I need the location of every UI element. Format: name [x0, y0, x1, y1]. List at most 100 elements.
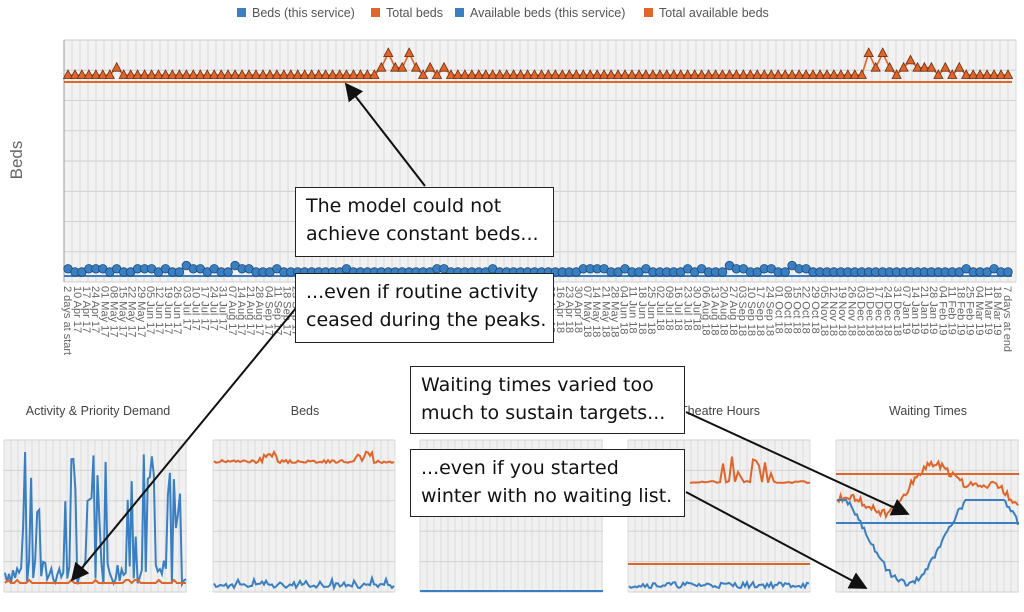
- total-beds-point: [626, 69, 638, 79]
- x-tick-label: 07 Aug 17: [226, 286, 238, 336]
- x-tick-label: 11 Mar 19: [982, 286, 994, 335]
- x-tick-label: 11 Feb 19: [946, 286, 958, 335]
- x-tick-label: 16 Jul 18: [672, 286, 684, 331]
- total-beds-point: [369, 69, 380, 79]
- total-beds-point: [752, 69, 763, 79]
- total-beds-point: [487, 69, 498, 79]
- x-tick-label: 03 Jul 17: [180, 286, 192, 331]
- x-tick-label: 05 Nov 18: [818, 286, 830, 336]
- total-beds-point: [612, 69, 624, 79]
- x-tick-label: 26 Nov 18: [845, 286, 857, 336]
- activity-demand-blue-line: [4, 451, 187, 588]
- total-beds-point: [153, 69, 164, 79]
- total-beds-point: [640, 69, 652, 79]
- total-beds-point: [821, 69, 833, 79]
- arrow-to-activity: [70, 307, 297, 582]
- x-tick-label: 04 Jun 18: [618, 286, 630, 334]
- x-tick-label: 14 May 18: [590, 286, 602, 337]
- x-tick-label: 17 Sep 18: [754, 286, 766, 336]
- total-beds-point: [661, 69, 672, 79]
- total-beds-point: [814, 69, 826, 79]
- x-tick-label: 24 Sep 18: [763, 286, 775, 336]
- total-beds-point: [236, 69, 248, 79]
- callout-waiting-varied: Waiting times varied too much to sustain…: [410, 366, 685, 434]
- callout-3-line-2: much to sustain targets...: [421, 402, 666, 424]
- total-beds-point: [598, 69, 610, 79]
- total-beds-point: [229, 69, 241, 79]
- callout-no-waiting-list: ...even if you started winter with no wa…: [410, 449, 685, 517]
- x-tick-label: 30 Jul 18: [690, 286, 702, 331]
- total-beds-point: [891, 69, 902, 79]
- total-beds-point: [835, 69, 847, 79]
- total-beds-point: [445, 69, 457, 79]
- x-tick-label: 25 Feb 19: [964, 286, 976, 336]
- beds-service-point: [174, 267, 185, 277]
- total-beds-point: [515, 69, 526, 79]
- x-tick-label: 21 Aug 17: [244, 286, 256, 336]
- x-tick-label: 15 May 17: [117, 286, 129, 337]
- x-tick-label: 13 Aug 18: [709, 286, 721, 336]
- total-beds-point: [132, 69, 143, 79]
- total-beds-point: [745, 69, 756, 79]
- x-tick-label: 08 May 17: [107, 286, 119, 337]
- waiting-orange-line: [836, 459, 1019, 520]
- total-beds-point: [654, 69, 666, 79]
- x-tick-label: 07 May 18: [581, 286, 593, 337]
- panel-title-activity: Activity & Priority Demand: [26, 404, 171, 418]
- total-beds-point: [501, 69, 512, 79]
- callout-2-line-2: ceased during the peaks.: [306, 309, 547, 331]
- total-beds-point: [995, 69, 1007, 79]
- total-beds-point: [480, 69, 491, 79]
- total-beds-point: [522, 69, 533, 79]
- total-beds-point: [216, 69, 227, 79]
- total-beds-point: [424, 61, 436, 72]
- x-tick-label: 10 Apr 17: [71, 286, 83, 333]
- total-beds-point: [508, 69, 519, 79]
- total-beds-point: [264, 69, 276, 79]
- total-beds-point: [202, 69, 213, 79]
- panel-grid-beds: [212, 439, 396, 593]
- total-beds-point: [222, 69, 234, 79]
- total-beds-point: [682, 69, 693, 79]
- total-beds-point: [710, 69, 721, 79]
- x-tick-label: 05 Jun 17: [144, 286, 156, 334]
- x-tick-label: 30 Apr 18: [572, 286, 584, 333]
- total-beds-point: [209, 69, 220, 79]
- x-tick-label: 01 May 17: [98, 286, 110, 337]
- total-beds-point: [306, 69, 317, 79]
- total-beds-point: [550, 69, 561, 79]
- total-beds-point: [174, 69, 185, 79]
- total-beds-point: [557, 69, 568, 79]
- total-beds-point: [884, 61, 895, 72]
- callout-2-line-1: ...even if routine activity: [306, 281, 539, 303]
- total-beds-point: [898, 61, 909, 72]
- total-beds-point: [292, 69, 303, 79]
- total-beds-point: [800, 69, 812, 79]
- total-beds-point: [571, 69, 582, 79]
- x-tick-label: 23 Jul 18: [681, 286, 693, 331]
- total-beds-point: [250, 69, 262, 79]
- total-beds-point: [668, 69, 679, 79]
- x-tick-label: 15 Oct 18: [791, 286, 803, 334]
- total-beds-point: [877, 47, 888, 57]
- total-beds-point: [689, 69, 700, 79]
- x-tick-label: 19 Nov 18: [836, 286, 848, 336]
- callout-routine-activity: ...even if routine activity ceased durin…: [295, 273, 554, 343]
- total-beds-point: [912, 61, 923, 72]
- total-beds-point: [863, 47, 874, 57]
- total-beds-point: [731, 69, 742, 79]
- arrow-to-peaks: [344, 82, 426, 187]
- total-beds-point: [564, 69, 575, 79]
- x-tick-label: 03 Sep 18: [736, 286, 748, 336]
- total-beds-point: [69, 69, 81, 79]
- total-beds-point: [786, 69, 798, 79]
- beds-service-point: [717, 267, 728, 277]
- total-beds-point: [383, 47, 394, 57]
- x-tick-label: 12 Nov 18: [827, 286, 839, 336]
- total-beds-point: [675, 69, 686, 79]
- total-beds-point: [313, 69, 324, 79]
- callout-4-line-2: winter with no waiting list.: [421, 485, 673, 507]
- arrow-to-waiting-low: [685, 491, 868, 589]
- x-tick-label: 28 Aug 17: [253, 286, 265, 336]
- panel-grid-waiting: [835, 439, 1019, 593]
